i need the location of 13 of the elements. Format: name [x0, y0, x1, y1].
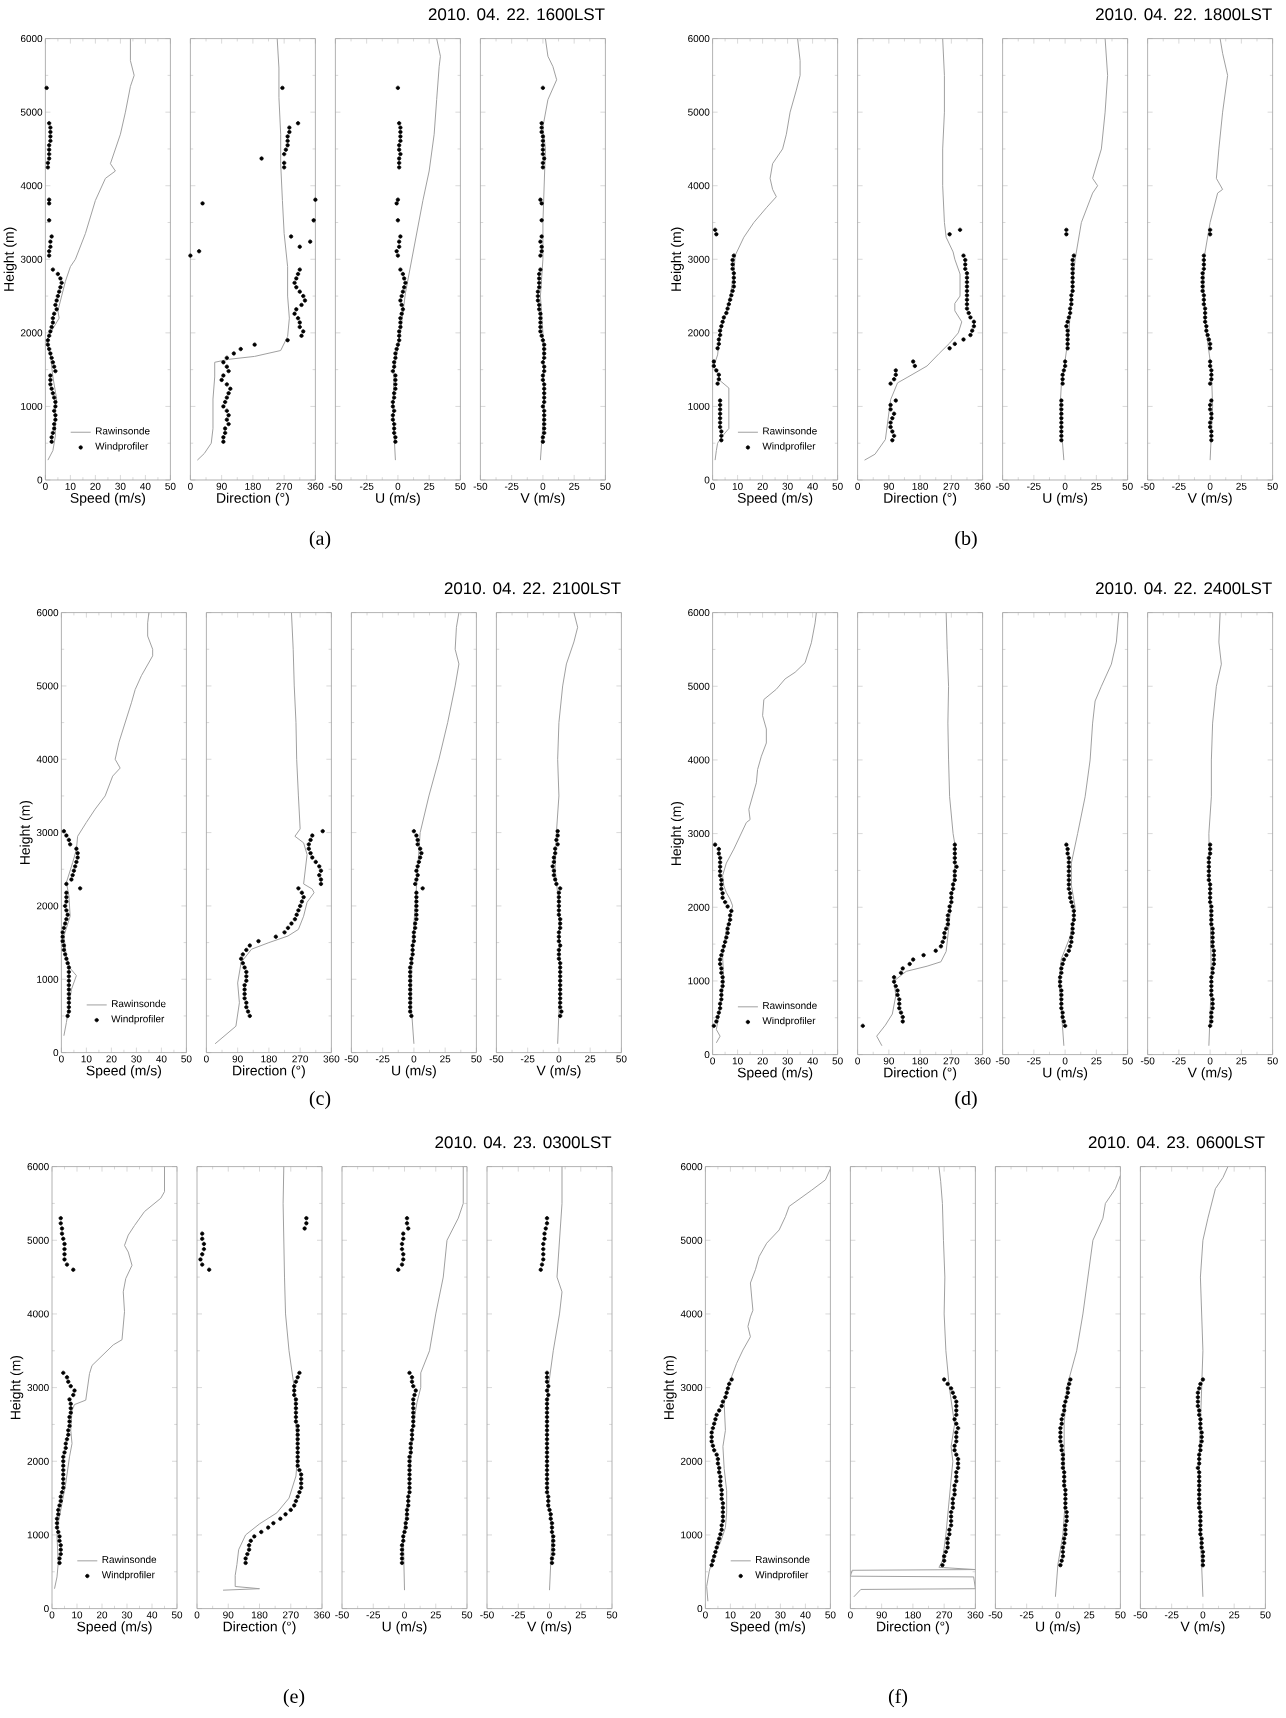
chart-title: 2010. 04. 23. 0300LST [435, 1136, 612, 1149]
text: (a) [309, 530, 331, 550]
chart-title: 2010. 04. 22. 2400LST [1096, 582, 1272, 595]
chart-title: 2010. 04. 22. 1800LST [1096, 8, 1272, 21]
line-series [706, 1168, 831, 1602]
chart-title: 2010. 04. 22. 2100LST [444, 582, 621, 595]
chart-title: 2010. 04. 23. 0600LST [1088, 1136, 1265, 1149]
text: (b) [955, 530, 977, 550]
text: (f) [888, 1688, 908, 1708]
text: (c) [309, 1090, 331, 1110]
text: (d) [955, 1090, 977, 1110]
text: (e) [283, 1688, 305, 1708]
chart-title: 2010. 04. 22. 1600LST [428, 8, 605, 21]
